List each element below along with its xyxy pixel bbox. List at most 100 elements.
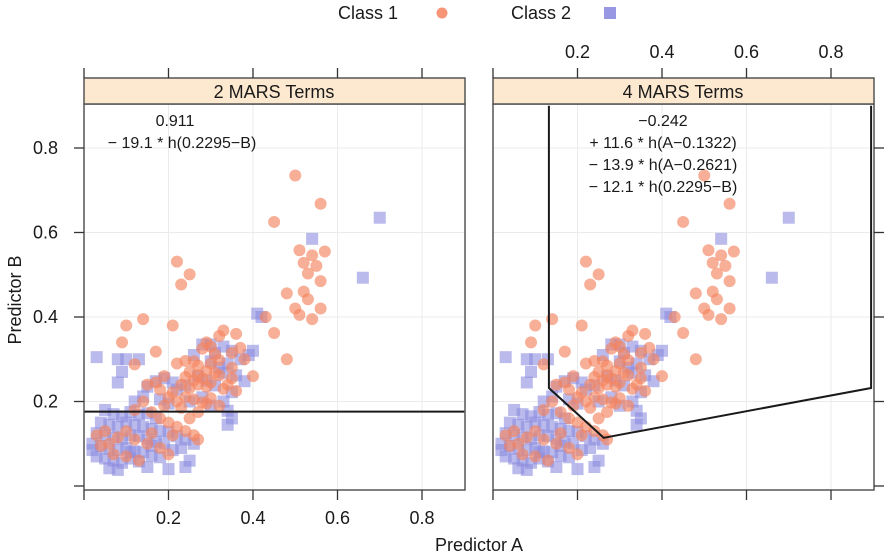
panel-strip xyxy=(492,77,875,105)
point-class-2 xyxy=(520,463,533,476)
point-class-1 xyxy=(141,378,154,391)
y-tick-label: 0.4 xyxy=(33,307,58,327)
point-class-1 xyxy=(225,346,238,359)
point-class-2 xyxy=(128,395,141,408)
point-class-2 xyxy=(221,418,234,431)
point-class-2 xyxy=(550,460,563,473)
point-class-1 xyxy=(584,401,597,414)
y-axis xyxy=(874,147,884,487)
point-class-1 xyxy=(170,255,183,268)
point-class-1 xyxy=(605,342,618,355)
point-class-1 xyxy=(575,319,588,332)
point-class-2 xyxy=(782,211,795,224)
point-class-1 xyxy=(183,268,196,281)
point-class-1 xyxy=(238,353,251,366)
point-class-1 xyxy=(702,308,715,321)
point-class-1 xyxy=(622,369,635,382)
point-class-1 xyxy=(301,267,314,280)
point-class-2 xyxy=(499,351,512,364)
panel-strip xyxy=(83,77,466,105)
point-class-1 xyxy=(588,370,601,383)
point-class-1 xyxy=(622,399,635,412)
point-class-1 xyxy=(120,319,133,332)
point-class-1 xyxy=(592,268,605,281)
point-class-1 xyxy=(723,197,736,210)
point-class-2 xyxy=(116,365,129,378)
x-tick-label: 0.2 xyxy=(156,508,181,528)
point-class-2 xyxy=(373,211,386,224)
legend-label-class-2: Class 2 xyxy=(511,3,571,23)
point-class-1 xyxy=(225,372,238,385)
point-class-1 xyxy=(310,259,323,272)
x-axis: 0.2 0.4 0.6 0.8 xyxy=(492,42,844,500)
point-class-1 xyxy=(719,259,732,272)
point-class-1 xyxy=(588,354,601,367)
point-class-1 xyxy=(149,345,162,358)
x-tick-label: 0.6 xyxy=(325,508,350,528)
point-class-1 xyxy=(225,361,238,374)
equation-line: − 19.1 * h(0.2295−B) xyxy=(108,135,257,152)
point-class-1 xyxy=(622,330,635,343)
x-tick-label: 0.2 xyxy=(565,42,590,62)
point-class-2 xyxy=(90,351,103,364)
point-class-2 xyxy=(765,271,778,284)
point-class-1 xyxy=(584,278,597,291)
point-class-2 xyxy=(111,376,124,389)
point-class-1 xyxy=(107,448,120,461)
point-class-1 xyxy=(541,454,554,467)
point-class-1 xyxy=(575,429,588,442)
point-class-1 xyxy=(516,448,529,461)
point-class-2 xyxy=(656,344,668,357)
point-class-1 xyxy=(154,383,167,396)
point-class-1 xyxy=(213,330,226,343)
point-class-1 xyxy=(179,370,192,383)
point-class-2 xyxy=(162,463,175,476)
x-tick-label: 0.8 xyxy=(818,42,843,62)
point-class-1 xyxy=(529,425,542,438)
point-class-1 xyxy=(668,311,681,323)
panel-title-4-mars-terms: 4 MARS Terms xyxy=(623,82,744,102)
equation-4-mars-terms: −0.242 + 11.6 * h(A−0.1322) − 13.9 * h(A… xyxy=(589,113,738,196)
point-class-1 xyxy=(213,354,226,367)
point-class-1 xyxy=(689,287,702,300)
point-class-1 xyxy=(318,245,331,258)
point-class-1 xyxy=(90,429,103,442)
point-class-1 xyxy=(634,372,647,385)
point-class-1 xyxy=(145,427,158,440)
point-class-1 xyxy=(563,441,576,454)
point-class-1 xyxy=(525,336,538,349)
point-class-1 xyxy=(154,441,167,454)
point-class-1 xyxy=(710,267,723,280)
point-class-1 xyxy=(529,450,542,463)
point-class-1 xyxy=(613,376,626,389)
point-class-1 xyxy=(639,327,652,340)
point-class-1 xyxy=(571,448,584,461)
point-class-1 xyxy=(715,313,728,326)
point-class-1 xyxy=(137,313,150,326)
point-class-1 xyxy=(137,395,150,408)
point-class-1 xyxy=(111,431,124,444)
point-class-1 xyxy=(592,412,605,425)
point-class-2 xyxy=(141,460,154,473)
point-class-1 xyxy=(698,169,711,182)
point-class-1 xyxy=(622,354,635,367)
point-class-2 xyxy=(537,395,550,408)
point-class-1 xyxy=(499,429,512,442)
point-class-1 xyxy=(268,215,281,228)
point-class-1 xyxy=(314,302,327,315)
y-tick-label: 0.6 xyxy=(33,223,58,243)
point-class-1 xyxy=(579,255,592,268)
point-class-2 xyxy=(183,454,196,467)
point-class-1 xyxy=(175,278,188,291)
point-class-1 xyxy=(609,397,622,410)
point-class-1 xyxy=(314,275,327,288)
point-class-1 xyxy=(503,439,516,452)
point-class-1 xyxy=(289,169,302,182)
point-class-1 xyxy=(230,384,243,397)
point-class-1 xyxy=(702,244,715,257)
points xyxy=(86,169,386,476)
point-class-1 xyxy=(162,448,175,461)
point-class-1 xyxy=(204,376,217,389)
point-class-2 xyxy=(356,271,369,284)
